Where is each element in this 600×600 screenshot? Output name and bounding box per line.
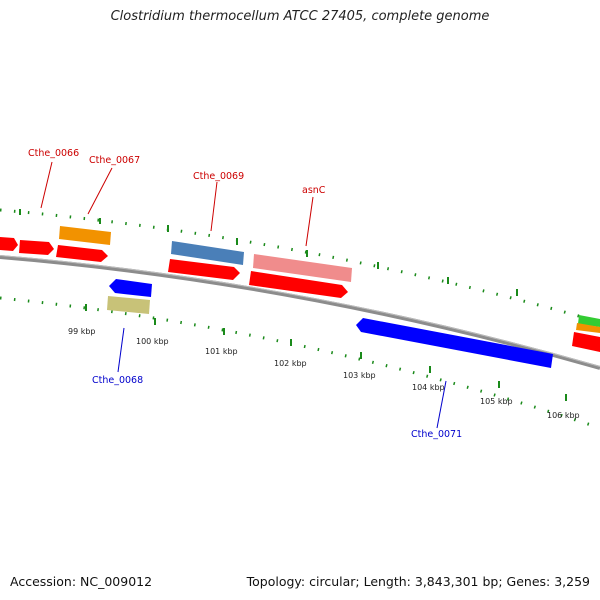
lower-major-ticks [85,304,567,401]
scale-label: 99 kbp [68,327,96,336]
cthe-0066-leader [40,161,53,209]
topology-label: Topology: circular; Length: 3,843,301 bp… [246,574,590,589]
lower-tick-row [0,296,600,430]
scale-label: 102 kbp [274,359,307,368]
scale-label: 105 kbp [480,397,513,406]
gene-label-cthe-0066[interactable]: Cthe_0066 [28,148,79,159]
accession-label: Accession: NC_009012 [10,574,153,589]
scale-label: 100 kbp [136,337,169,346]
forward-cds-arrow[interactable] [0,237,18,251]
forward-cds-arrow[interactable] [168,259,240,280]
scale-label: 106 kbp [547,411,580,420]
forward-cds-arrow[interactable] [249,271,348,298]
gene-label-cthe-0067[interactable]: Cthe_0067 [89,155,140,166]
map-title: Clostridium thermocellum ATCC 27405, com… [110,9,490,24]
upper-major-ticks [19,209,518,296]
cthe-0067-leader [87,167,113,215]
asnc-feature[interactable] [253,254,352,282]
green-feature[interactable] [578,315,600,327]
cthe-0068-leader [117,327,125,373]
cthe-0067-feature[interactable] [59,226,111,245]
orange-feature[interactable] [576,323,600,333]
reverse-cds-arrow[interactable] [109,279,152,297]
forward-cds-group [0,237,600,352]
scale-label: 101 kbp [205,347,238,356]
asnc-leader [305,196,314,247]
reverse-cds-arrow[interactable] [356,318,553,368]
cthe-0068-feature[interactable] [107,296,150,314]
scale-label: 103 kbp [343,371,376,380]
forward-cds-arrow[interactable] [19,240,54,255]
scale-label: 104 kbp [412,383,445,392]
cthe-0069-leader [210,181,218,232]
genome-backbone [0,255,600,370]
forward-cds-arrow[interactable] [56,245,108,262]
cthe-0071-leader [436,380,447,429]
gene-label-asnc[interactable]: asnC [302,185,326,196]
forward-cds-arrow[interactable] [572,332,600,352]
cthe-0069-feature[interactable] [171,241,244,265]
gene-label-cthe-0068[interactable]: Cthe_0068 [92,375,143,386]
gene-label-cthe-0069[interactable]: Cthe_0069 [193,171,244,182]
upper-tick-row [0,208,600,324]
gene-label-cthe-0071[interactable]: Cthe_0071 [411,429,462,440]
